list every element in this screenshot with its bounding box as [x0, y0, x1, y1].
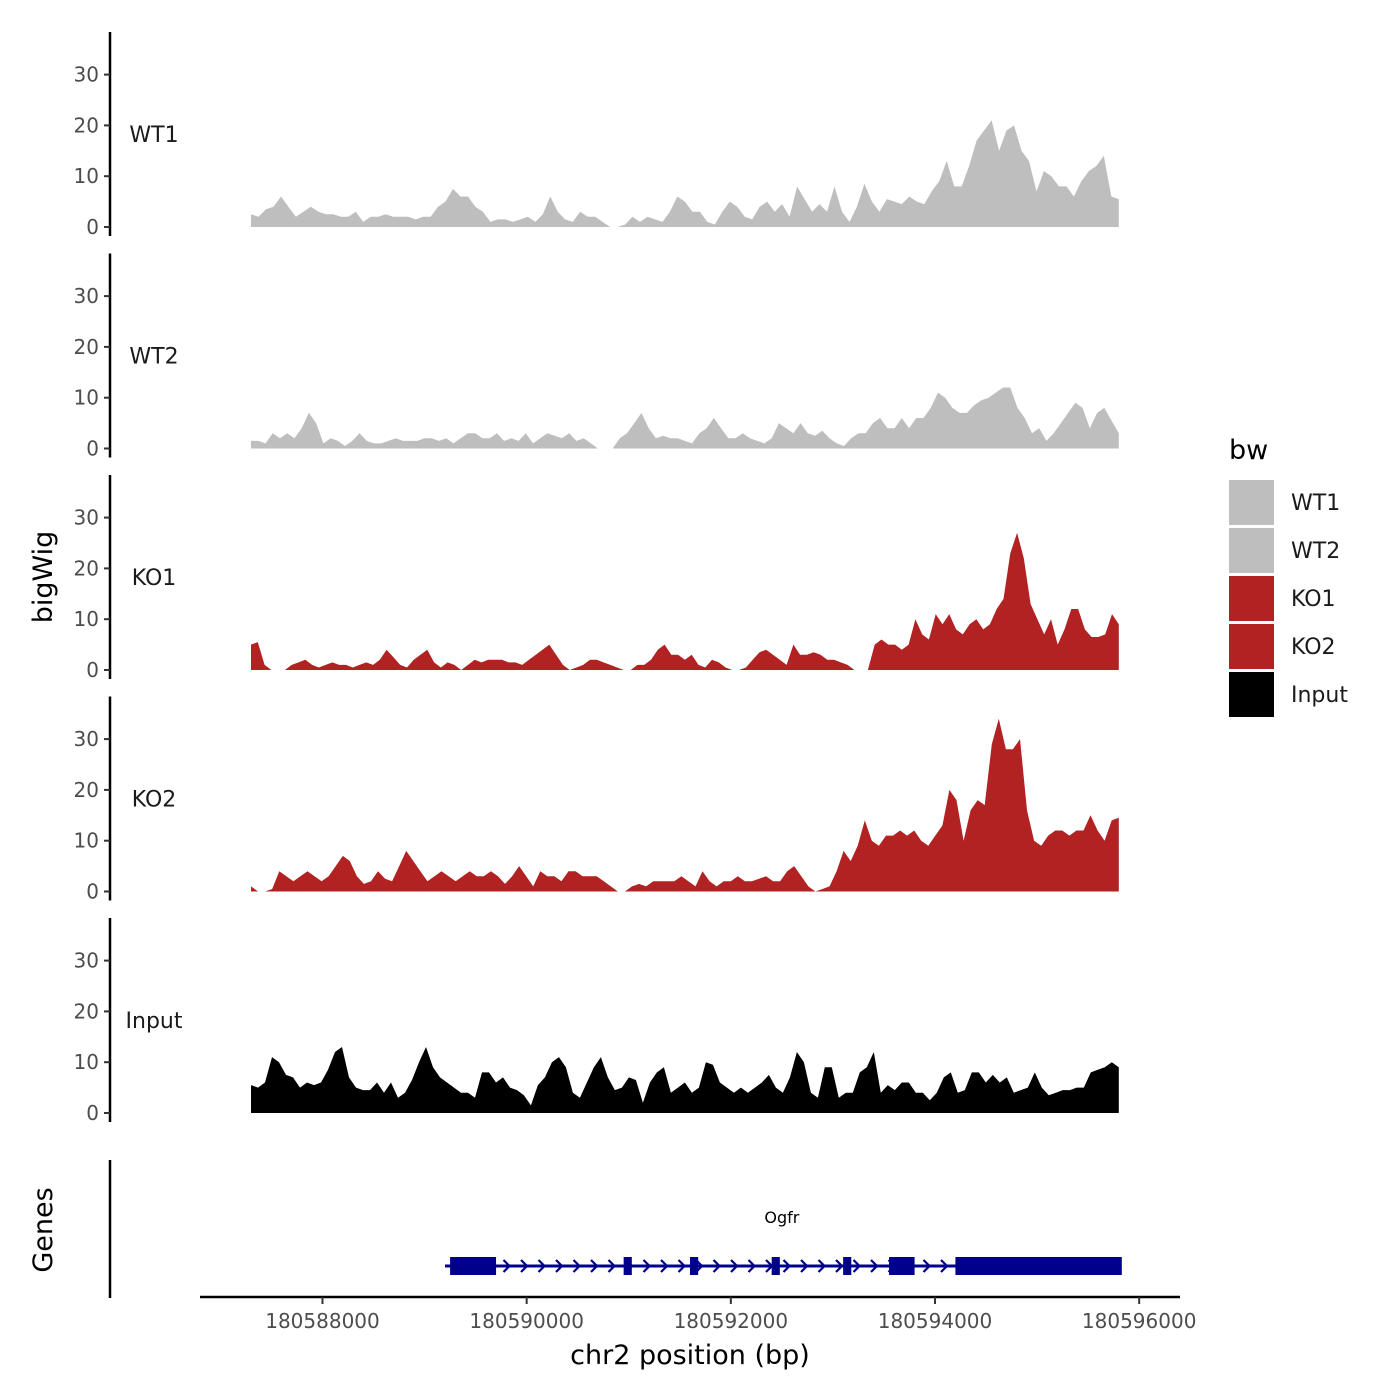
- y-tick-label: 30: [74, 63, 99, 87]
- coverage-area-wt1: [251, 120, 1119, 227]
- track-label-wt1: WT1: [129, 123, 178, 148]
- y-tick-label: 0: [86, 437, 99, 461]
- strand-arrow: [747, 1259, 757, 1273]
- y-tick-label: 0: [86, 658, 99, 682]
- strand-arrow: [555, 1259, 564, 1273]
- y-tick-label: 30: [74, 727, 99, 751]
- gene-exon: [771, 1257, 780, 1275]
- gene-exon: [843, 1257, 852, 1275]
- genes-panel: Ogfr: [108, 1160, 1122, 1298]
- y-tick-label: 10: [74, 607, 99, 631]
- y-tick-label: 30: [74, 949, 99, 973]
- y-tick-label: 20: [74, 778, 99, 802]
- y-tick-label: 0: [86, 1101, 99, 1125]
- legend-label: WT1: [1291, 491, 1340, 516]
- strand-arrow: [607, 1259, 617, 1273]
- legend-swatch: [1229, 672, 1274, 717]
- strand-arrow: [660, 1259, 669, 1273]
- track-wt2: 0 10 20 30 WT2: [74, 253, 1119, 461]
- x-tick-label: 180596000: [1082, 1309, 1197, 1333]
- strand-arrow: [537, 1259, 547, 1273]
- strand-arrow: [835, 1259, 844, 1273]
- legend-entry-input: Input: [1229, 672, 1348, 717]
- y-tick-label: 20: [74, 113, 99, 137]
- legend-label: KO2: [1291, 635, 1336, 660]
- track-label-ko2: KO2: [132, 788, 177, 813]
- gene-exon: [889, 1257, 915, 1275]
- x-tick-label: 180592000: [674, 1309, 789, 1333]
- legend-title: bw: [1229, 435, 1268, 466]
- strand-arrow: [730, 1259, 739, 1273]
- coverage-area-wt2: [251, 387, 1119, 449]
- coverage-area-ko2: [251, 718, 1119, 892]
- strand-arrow: [817, 1259, 827, 1273]
- x-tick-label: 180588000: [265, 1309, 380, 1333]
- strand-arrow: [520, 1259, 529, 1273]
- strand-arrow: [712, 1259, 722, 1273]
- strand-arrow: [852, 1259, 862, 1273]
- legend-swatch: [1229, 576, 1274, 621]
- gene-exon: [623, 1257, 632, 1275]
- gene-exon: [690, 1257, 699, 1275]
- track-label-ko1: KO1: [132, 566, 177, 591]
- legend-swatch: [1229, 624, 1274, 669]
- y-tick-label: 20: [74, 556, 99, 580]
- strand-arrow: [782, 1259, 792, 1273]
- y-tick-label: 20: [74, 999, 99, 1023]
- strand-arrow: [922, 1259, 932, 1273]
- tracks-layer: 0 10 20 30 WT1 0 10 20 30 WT2 0 10 20 30 KO1 0 10 20 30 KO2…: [74, 32, 1119, 1125]
- legend-entry-wt2: WT2: [1229, 528, 1340, 573]
- y-tick-label: 20: [74, 335, 99, 359]
- strand-arrow: [572, 1259, 582, 1273]
- genes-axis-title: Genes: [28, 1187, 59, 1272]
- track-input: 0 10 20 30 Input: [74, 918, 1119, 1125]
- legend-entry-ko1: KO1: [1229, 576, 1336, 621]
- x-axis: 180588000 180590000 180592000 180594000 1805…: [200, 1295, 1197, 1333]
- y-tick-label: 10: [74, 386, 99, 410]
- track-label-wt2: WT2: [129, 345, 178, 370]
- x-tick-label: 180594000: [878, 1309, 993, 1333]
- legend-swatch: [1229, 528, 1274, 573]
- legend: bw WT1 WT2 KO1 KO2 Input: [1229, 435, 1348, 717]
- track-ko2: 0 10 20 30 KO2: [74, 696, 1119, 904]
- legend-entry-wt1: WT1: [1229, 480, 1340, 525]
- track-wt1: 0 10 20 30 WT1: [74, 32, 1119, 239]
- strand-arrow: [800, 1259, 809, 1273]
- track-ko1: 0 10 20 30 KO1: [74, 475, 1119, 682]
- track-label-input: Input: [126, 1009, 183, 1034]
- y-tick-label: 30: [74, 506, 99, 530]
- legend-label: KO1: [1291, 587, 1336, 612]
- legend-label: Input: [1291, 683, 1348, 708]
- y-tick-label: 30: [74, 284, 99, 308]
- legend-label: WT2: [1291, 539, 1340, 564]
- strand-arrow: [870, 1259, 879, 1273]
- coverage-area-input: [251, 1047, 1119, 1113]
- strand-arrow: [502, 1259, 512, 1273]
- strand-arrow: [590, 1259, 599, 1273]
- y-axis-title: bigWig: [28, 531, 59, 624]
- y-tick-label: 10: [74, 164, 99, 188]
- strand-arrow: [940, 1259, 949, 1273]
- legend-entry-ko2: KO2: [1229, 624, 1336, 669]
- y-tick-label: 10: [74, 829, 99, 853]
- gene-exon: [450, 1257, 497, 1275]
- strand-arrow: [677, 1259, 687, 1273]
- y-tick-label: 0: [86, 880, 99, 904]
- x-axis-title: chr2 position (bp): [570, 1340, 810, 1371]
- gene-exon: [955, 1257, 1122, 1275]
- y-tick-label: 10: [74, 1050, 99, 1074]
- legend-swatch: [1229, 480, 1274, 525]
- y-tick-label: 0: [86, 215, 99, 239]
- gene-name-label: Ogfr: [764, 1208, 799, 1227]
- coverage-area-ko1: [251, 532, 1119, 670]
- strand-arrow: [642, 1259, 652, 1273]
- x-tick-label: 180590000: [469, 1309, 584, 1333]
